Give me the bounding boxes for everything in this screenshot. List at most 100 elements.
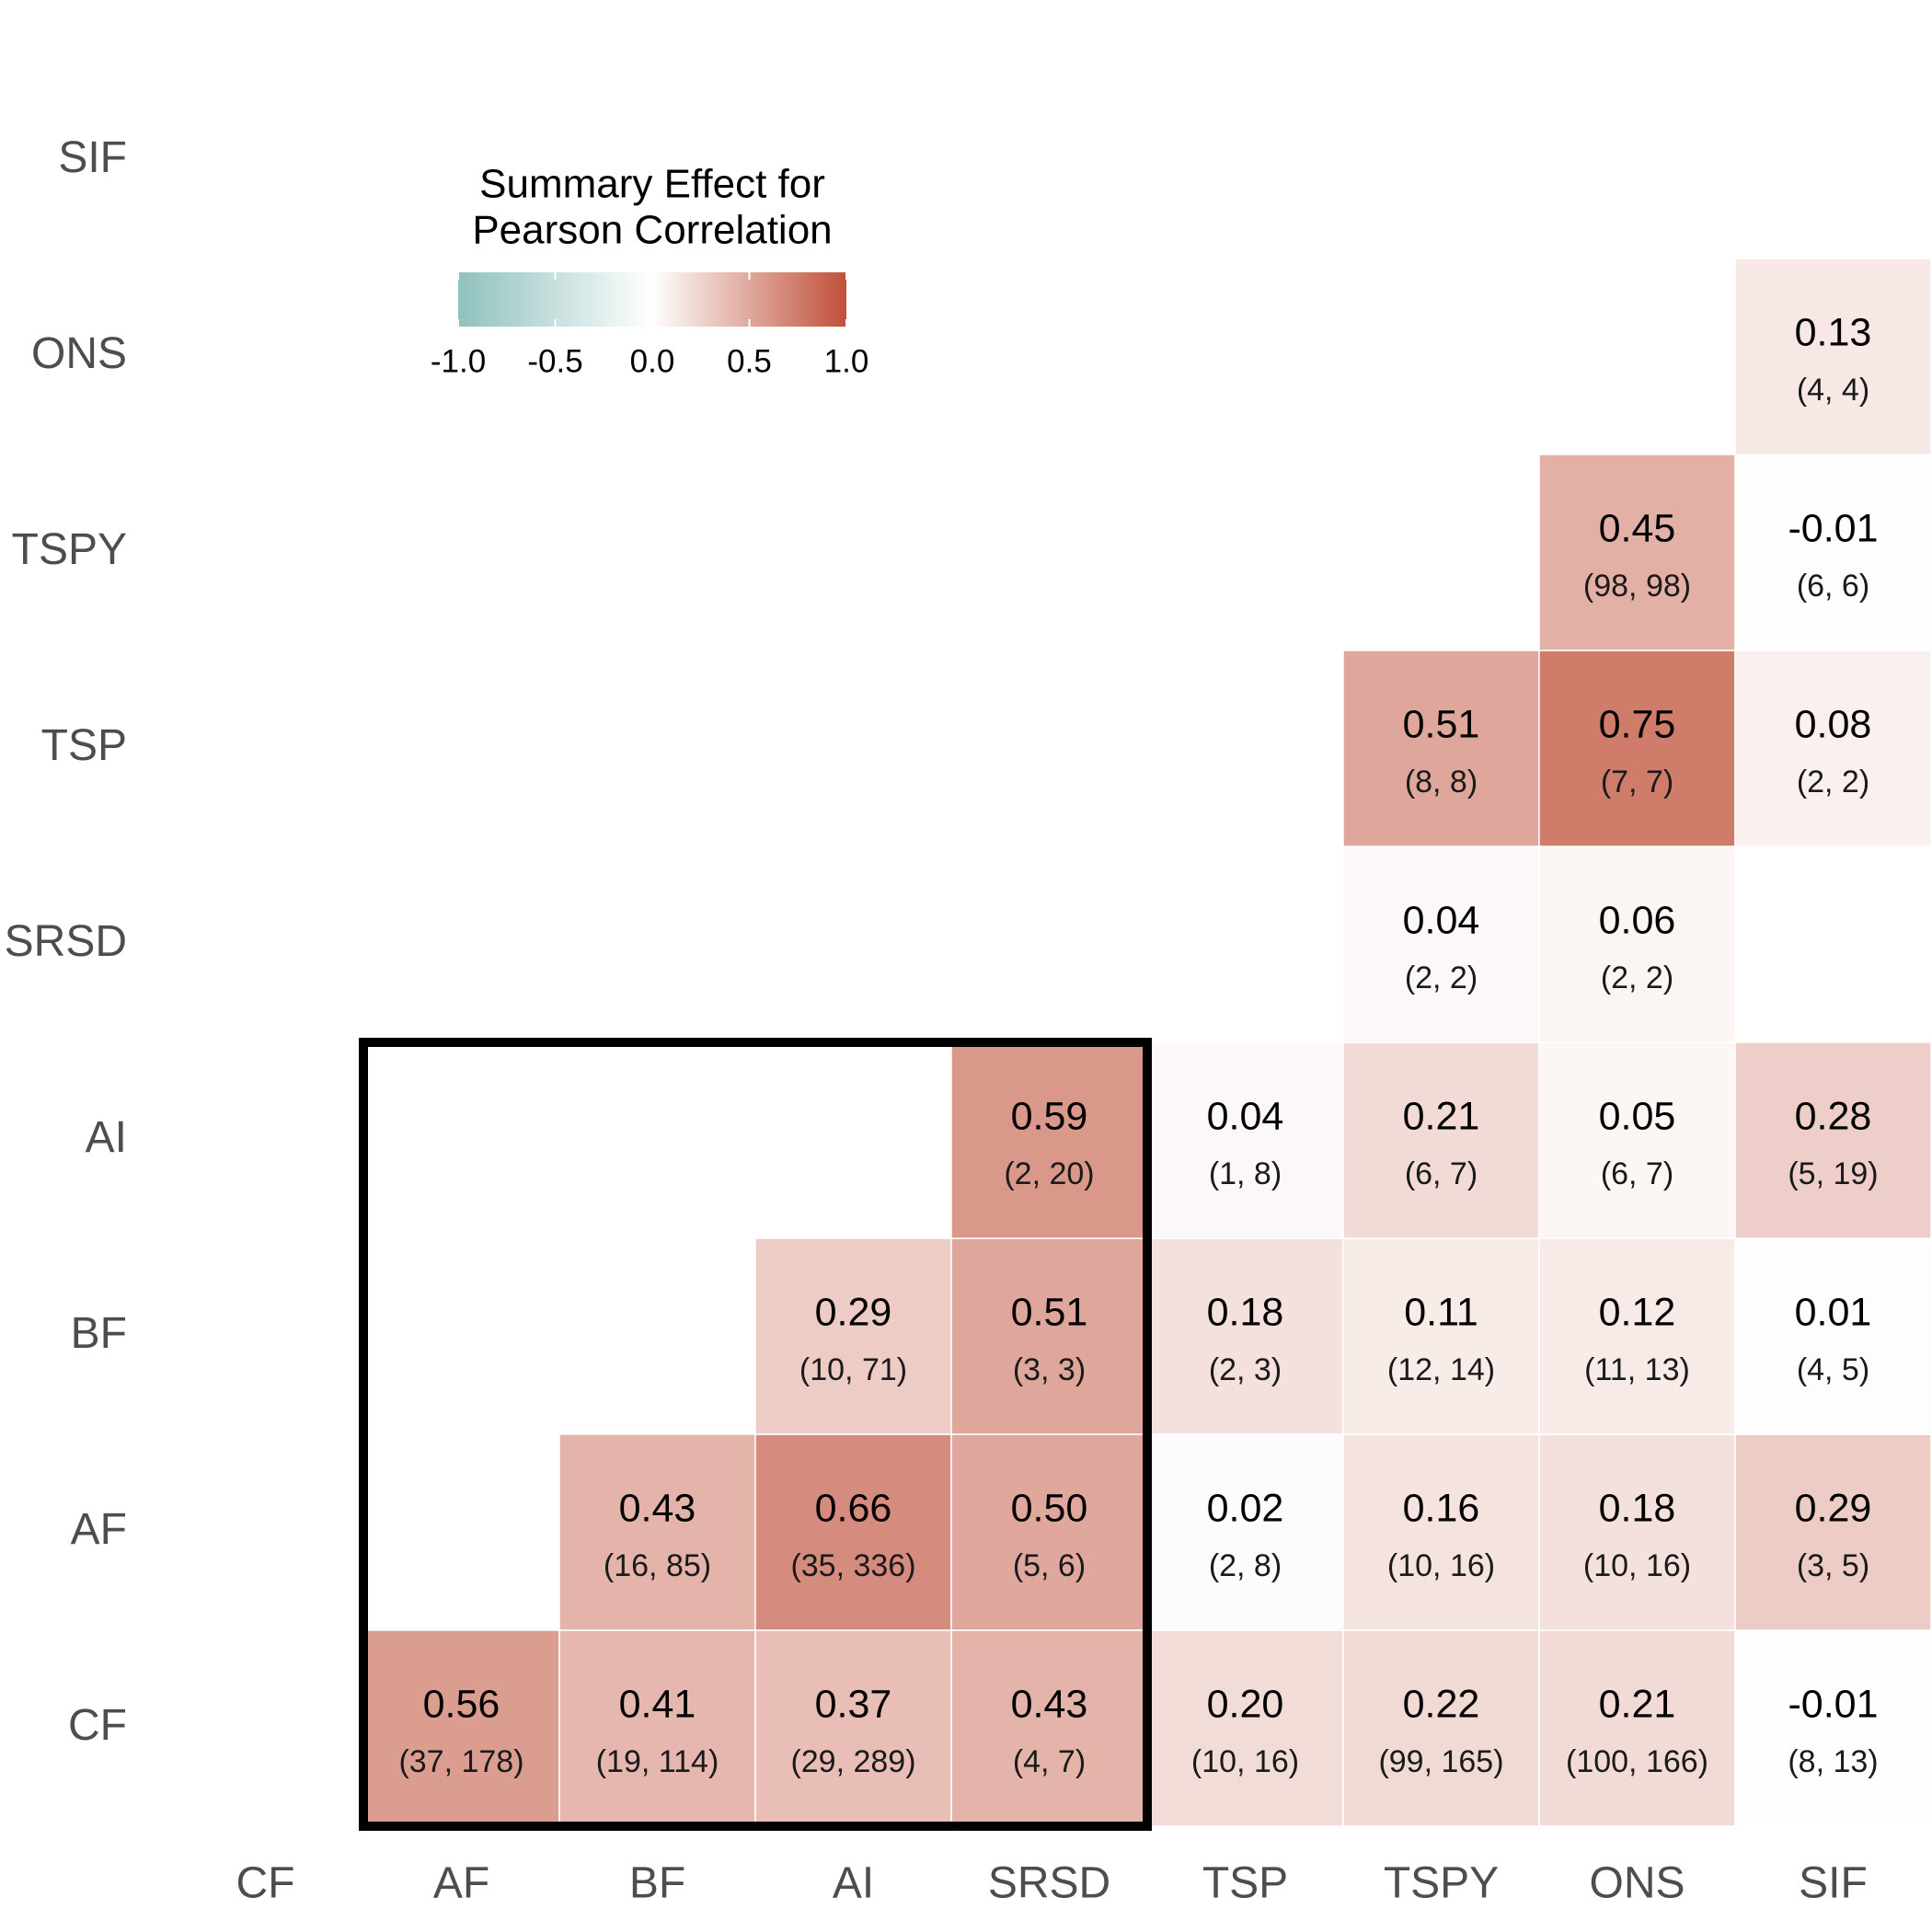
x-tick-label: ONS [1589,1859,1685,1908]
x-tick-label: TSP [1202,1859,1288,1908]
cell-value-label: 0.18 [1599,1486,1676,1530]
cell [1342,845,1540,1043]
cell-count-label: (99, 165) [1378,1744,1503,1779]
cell [950,1041,1148,1239]
legend-title: Pearson Correlation [472,208,832,253]
cell-value-label: 0.43 [1011,1682,1088,1726]
x-tick-label: BF [629,1859,685,1908]
cell-value-label: 0.50 [1011,1486,1088,1530]
cell-value-label: 0.11 [1404,1290,1478,1334]
cell [1734,1629,1932,1827]
cell [1342,1041,1540,1239]
cell [1342,650,1540,847]
cell-count-label: (6, 7) [1601,1156,1673,1191]
cell-value-label: 0.43 [619,1486,696,1530]
cell [1538,1433,1736,1631]
cell-value-label: 0.37 [815,1682,892,1726]
cell [1538,845,1736,1043]
y-tick-label: TSP [41,721,127,770]
cell-count-label: (100, 166) [1566,1744,1708,1779]
cell [1538,1629,1736,1827]
cell [1342,1629,1540,1827]
cell [1538,1041,1736,1239]
cell-count-label: (10, 16) [1583,1548,1691,1583]
cell-value-label: 0.45 [1599,506,1676,550]
cell-value-label: 0.28 [1795,1094,1872,1138]
cell-value-label: 0.29 [1795,1486,1872,1530]
cell [1538,1237,1736,1435]
cell-value-label: 0.29 [815,1290,892,1334]
cell [1146,1237,1344,1435]
cell [950,1629,1148,1827]
y-tick-label: SIF [58,133,127,182]
cell-value-label: 0.20 [1207,1682,1284,1726]
x-tick-label: TSPY [1384,1859,1499,1908]
cell-value-label: 0.13 [1795,310,1872,354]
cell [950,1237,1148,1435]
cell-count-label: (4, 5) [1797,1352,1869,1387]
cell-value-label: -0.01 [1788,506,1878,550]
cell-value-label: 0.05 [1599,1094,1676,1138]
y-tick-label: SRSD [5,917,127,966]
cell [1734,454,1932,651]
cell [1734,650,1932,847]
cell [558,1433,756,1631]
cell-count-label: (10, 16) [1387,1548,1495,1583]
cell-count-label: (6, 7) [1405,1156,1478,1191]
cell-count-label: (16, 85) [604,1548,711,1583]
cell [1146,1041,1344,1239]
cell [1538,650,1736,847]
cell-value-label: 0.75 [1599,702,1676,746]
cell-count-label: (4, 4) [1797,373,1869,408]
cell [558,1629,756,1827]
cell-count-label: (2, 2) [1405,960,1478,995]
x-tick-label: SRSD [988,1859,1110,1908]
cell-count-label: (4, 7) [1013,1744,1086,1779]
cell-count-label: (10, 16) [1191,1744,1299,1779]
cell [754,1237,952,1435]
cell-value-label: 0.41 [619,1682,696,1726]
x-tick-label: CF [236,1859,295,1908]
cell-count-label: (11, 13) [1584,1352,1690,1387]
cell-count-label: (35, 336) [790,1548,915,1583]
cell-count-label: (3, 5) [1797,1548,1869,1583]
cell-count-label: (2, 2) [1601,960,1673,995]
colorbar [458,272,846,327]
cell [1734,1041,1932,1239]
cell-value-label: 0.66 [815,1486,892,1530]
y-tick-label: ONS [31,329,127,378]
cell-value-label: 0.04 [1403,898,1480,942]
highlight-box [359,1038,1152,1831]
cell-count-label: (3, 3) [1013,1352,1086,1387]
cell-value-label: 0.04 [1207,1094,1284,1138]
cell-count-label: (1, 8) [1209,1156,1282,1191]
cell-count-label: (19, 114) [596,1744,719,1779]
cell-count-label: (2, 2) [1797,765,1869,799]
y-tick-label: AF [71,1505,127,1554]
cell [362,1629,560,1827]
cell-count-label: (6, 6) [1797,569,1869,604]
cell-value-label: 0.01 [1795,1290,1872,1334]
cell-count-label: (2, 3) [1209,1352,1282,1387]
cell-value-label: 0.59 [1011,1094,1088,1138]
cell-value-label: 0.21 [1403,1094,1480,1138]
colorbar-tick-label: 0.5 [727,343,772,379]
cell-value-label: 0.56 [423,1682,500,1726]
cell [1342,1237,1540,1435]
cell-value-label: 0.51 [1011,1290,1088,1334]
cell-count-label: (98, 98) [1583,569,1691,604]
cell-count-label: (29, 289) [790,1744,915,1779]
colorbar-tick-label: -0.5 [527,343,582,379]
x-tick-label: SIF [1799,1859,1868,1908]
cell [1146,1433,1344,1631]
cell [1734,1433,1932,1631]
cell-count-label: (10, 71) [799,1352,907,1387]
cell-value-label: 0.51 [1403,702,1480,746]
cell [754,1433,952,1631]
cell-value-label: 0.12 [1599,1290,1676,1334]
x-tick-label: AI [833,1859,874,1908]
cell [1734,258,1932,455]
cell-count-label: (12, 14) [1387,1352,1495,1387]
cell [1342,1433,1540,1631]
